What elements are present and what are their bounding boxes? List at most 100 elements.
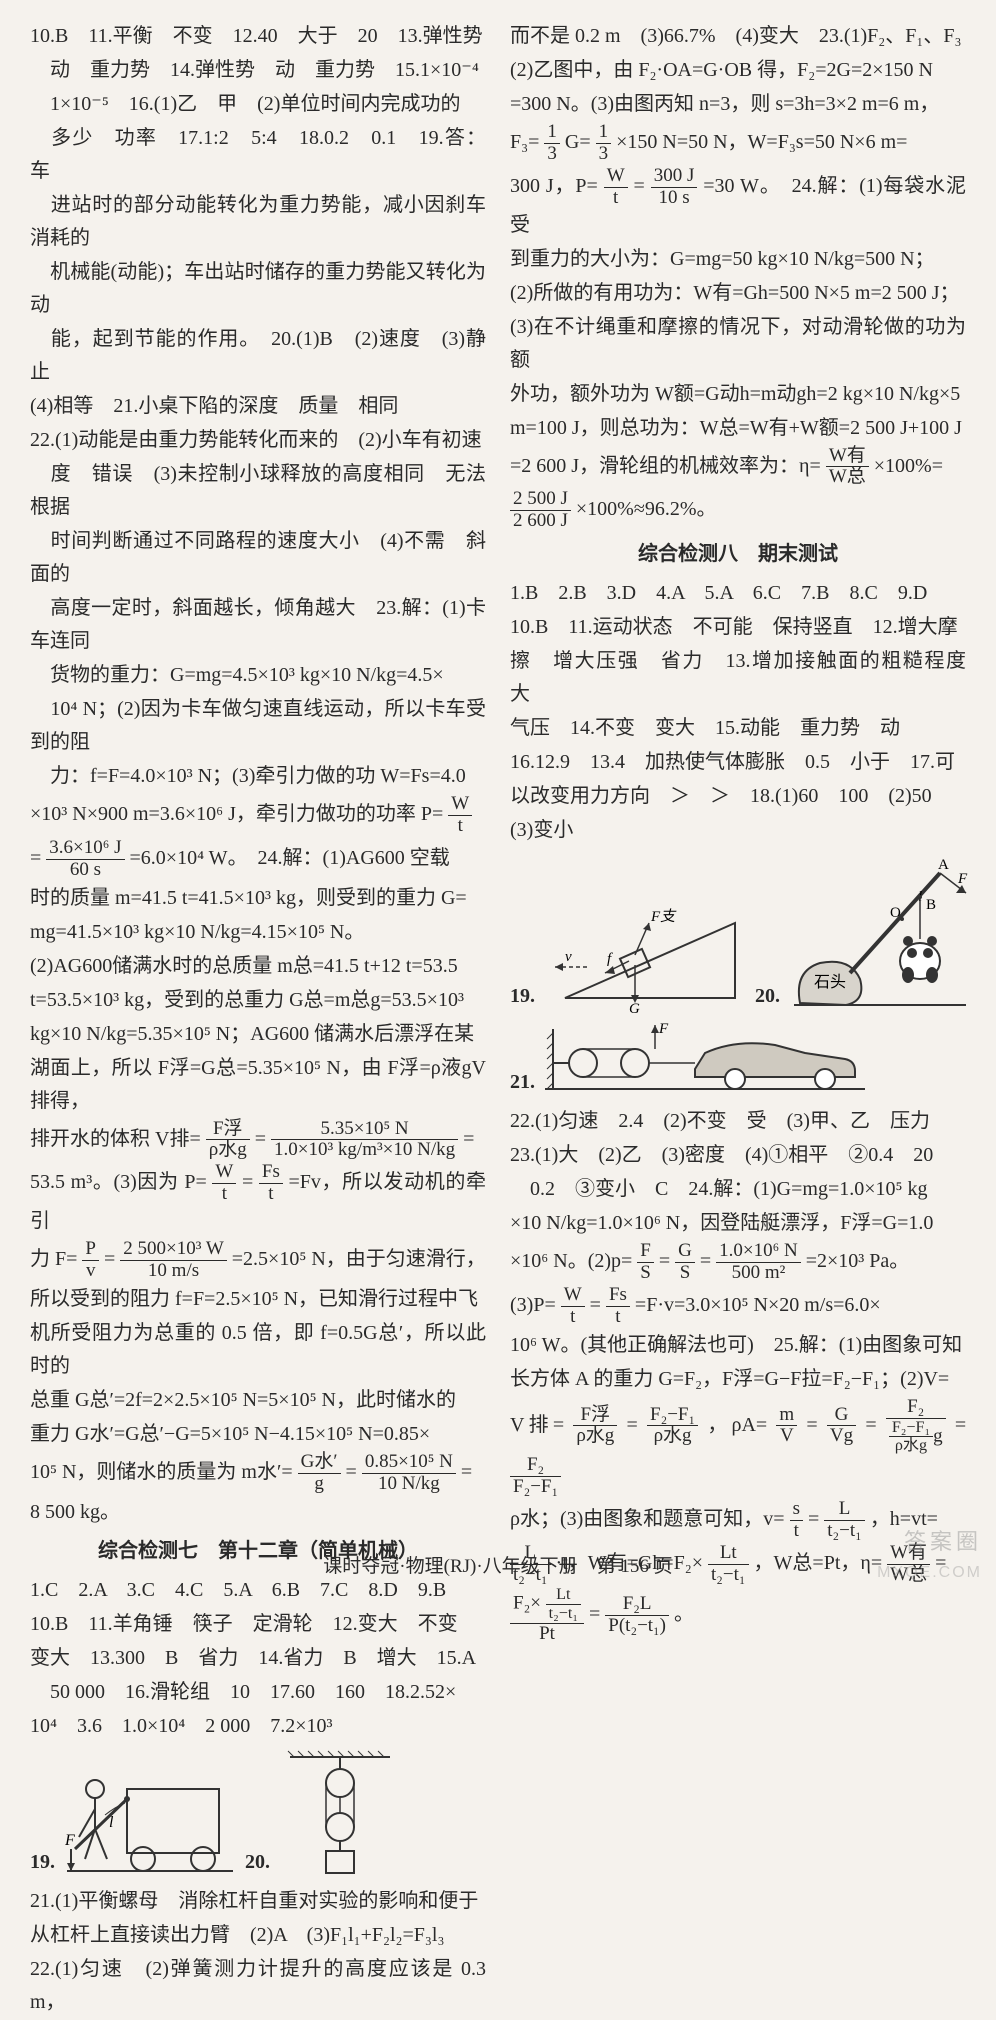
formula-line: ρ水；(3)由图象和题意可知，v= st = Lt₂−t₁ ，h=vt= [510,1499,966,1542]
figure-21r: F [545,1019,865,1099]
text-line: m=100 J，则总功为：W总=W有+W额=2 500 J+100 J [510,412,966,445]
text-line: 22.(1)动能是由重力势能转化而来的 (2)小车有初速 [30,424,486,457]
formula-line: = 3.6×10⁶ J60 s =6.0×10⁴ W。 24.解：(1)AG60… [30,838,486,881]
text-line: 50 000 16.滑轮组 10 17.60 160 18.2.52× [30,1676,486,1709]
text-line: 货物的重力：G=mg=4.5×10³ kg×10 N/kg=4.5× [30,659,486,692]
watermark-url: MXQE.COM [877,1560,982,1586]
page-footer: 课时夺冠·物理(RJ)·八年级下册 第 156 页 [0,1551,996,1582]
svg-text:A: A [938,857,949,873]
fig-label: 21. [510,1066,535,1099]
text-line: ×10 N/kg=1.0×10⁶ N，因登陆艇漂浮，F浮=G=1.0 [510,1207,966,1240]
text-line: 力：f=F=4.0×10³ N；(3)牵引力做的功 W=Fs=4.0 [30,760,486,793]
text-line: 21.(1)平衡螺母 消除杠杆自重对实验的影响和便于 [30,1885,486,1918]
right-column: 而不是 0.2 m (3)66.7% (4)变大 23.(1)F₂、F₁、F₃ … [510,20,966,2020]
text-line: 动 重力势 14.弹性势 动 重力势 15.1×10⁻⁴ [30,54,486,87]
fig-label: 20. [755,980,780,1013]
text-line: 22.(1)匀速 2.4 (2)不变 受 (3)甲、乙 压力 [510,1105,966,1138]
text-line: (2)所做的有用功为：W有=Gh=500 N×5 m=2 500 J； [510,277,966,310]
text-line: 外功，额外功为 W额=G动h=m动gh=2 kg×10 N/kg×5 [510,378,966,411]
text-line: =300 N。(3)由图丙知 n=3，则 s=3h=3×2 m=6 m， [510,88,966,121]
text-line: 进站时的部分动能转化为重力势能，减小因刹车消耗的 [30,189,486,255]
formula-line: 力 F= Pv = 2 500×10³ W10 m/s =2.5×10⁵ N，由… [30,1239,486,1282]
text-line: 高度一定时，斜面越长，倾角越大 23.解：(1)卡车连同 [30,592,486,658]
page-columns: 10.B 11.平衡 不变 12.40 大于 20 13.弹性势 动 重力势 1… [30,20,966,2020]
text-line: 1×10⁻⁵ 16.(1)乙 甲 (2)单位时间内完成功的 [30,88,486,121]
watermark: 答案圈 [904,1524,982,1560]
svg-text:O: O [890,905,901,921]
svg-text:l: l [109,1814,114,1831]
text-line: 长方体 A 的重力 G=F₂，F浮=G−F拉=F₂−F₁；(2)V= [510,1363,966,1396]
figure-19r: F支 f v G [545,903,745,1013]
section-heading: 综合检测八 期末测试 [510,538,966,571]
formula-line: V排= F浮ρ水g = F₂−F₁ρ水g ，ρA= mV = GVg = F₂ … [510,1397,966,1498]
formula-line: F₂× Lt t₂−t₁ Pt = F₂LP(t₂−t₁) 。 [510,1586,966,1644]
text-line: (3)变小 [510,814,966,847]
fig-label: 20. [245,1846,270,1879]
svg-text:f: f [607,951,613,967]
fig-label: 19. [30,1846,55,1879]
svg-text:石头: 石头 [814,973,846,991]
formula-line: (3)P= Wt = Fst =F·v=3.0×10⁵ N×20 m/s=6.0… [510,1285,966,1328]
text-line: 机械能(动能)；车出站时储存的重力势能又转化为动 [30,256,486,322]
text-line: 总重 G总′=2f=2×2.5×10⁵ N=5×10⁵ N，此时储水的 [30,1384,486,1417]
text-line: mg=41.5×10³ kg×10 N/kg=4.15×10⁵ N。 [30,916,486,949]
text-line: t=53.5×10³ kg，受到的总重力 G总=m总g=53.5×10³ [30,984,486,1017]
formula-line: ×10⁶ N。(2)p= FS = GS = 1.0×10⁶ N500 m² =… [510,1241,966,1284]
text-line: 10.B 11.平衡 不变 12.40 大于 20 13.弹性势 [30,20,486,53]
svg-text:v: v [565,949,572,965]
formula-line: 300 J，P= Wt = 300 J10 s =30 W。 24.解：(1)每… [510,166,966,242]
text-line: 机所受阻力为总重的 0.5 倍，即 f=0.5G总′，所以此时的 [30,1317,486,1383]
text-line: (4)相等 21.小桌下陷的深度 质量 相同 [30,390,486,423]
text-line: 多少 功率 17.1:2 5:4 18.0.2 0.1 19.答：车 [30,122,486,188]
text-line: 能，起到节能的作用。 20.(1)B (2)速度 (3)静止 [30,323,486,389]
text-line: 16.12.9 13.4 加热使气体膨胀 0.5 小于 17.可 [510,746,966,779]
formula-line: 2 500 J2 600 J ×100%≈96.2%。 [510,489,966,532]
svg-text:F: F [65,1832,75,1849]
text-line: 23.(1)大 (2)乙 (3)密度 (4)①相平 ②0.4 20 [510,1139,966,1172]
text-line: 擦 增大压强 省力 13.增加接触面的粗糙程度 大 [510,645,966,711]
text-line: 变大 13.300 B 省力 14.省力 B 增大 15.A [30,1642,486,1675]
formula-line: 排开水的体积 V排= F浮ρ水g = 5.35×10⁵ N1.0×10³ kg/… [30,1119,486,1162]
text-line: 22.(1)匀速 (2)弹簧测力计提升的高度应该是 0.3 m， [30,1953,486,2019]
figure-row: 19. F支 f v [510,853,966,1013]
formula-line: ×10³ N×900 m=3.6×10⁶ J，牵引力做功的功率 P= Wt [30,794,486,837]
text-line: 1.B 2.B 3.D 4.A 5.A 6.C 7.B 8.C 9.D [510,577,966,610]
text-line: 而不是 0.2 m (3)66.7% (4)变大 23.(1)F₂、F₁、F₃ [510,20,966,53]
text-line: 10⁴ N；(2)因为卡车做匀速直线运动，所以卡车受到的阻 [30,693,486,759]
svg-text:G: G [629,1001,640,1013]
formula-line: =2 600 J，滑轮组的机械效率为：η= W有W总 ×100%= [510,446,966,489]
text-line: 湖面上，所以 F浮=G总=5.35×10⁵ N，由 F浮=ρ液gV排得， [30,1052,486,1118]
text-line: 0.2 ③变小 C 24.解：(1)G=mg=1.0×10⁵ kg [510,1173,966,1206]
svg-text:F: F [957,871,968,887]
text-line: 8 500 kg。 [30,1496,486,1529]
formula-line: 10⁵ N，则储水的质量为 m水′= G水′g = 0.85×10⁵ N10 N… [30,1452,486,1495]
svg-text:B: B [926,897,936,913]
text-line: 所以受到的阻力 f=F=2.5×10⁵ N，已知滑行过程中飞 [30,1283,486,1316]
text-line: 从杠杆上直接读出力臂 (2)A (3)F₁l₁+F₂l₂=F₃l₃ [30,1919,486,1952]
text-line: 时的质量 m=41.5 t=41.5×10³ kg，则受到的重力 G= [30,882,486,915]
text-line: 时间判断通过不同路程的速度大小 (4)不需 斜面的 [30,525,486,591]
text-line: (2)乙图中，由 F₂·OA=G·OB 得，F₂=2G=2×150 N [510,54,966,87]
text-line: 以改变用力方向 ＞ ＞ 18.(1)60 100 (2)50 [510,780,966,813]
figure-20 [280,1749,400,1879]
text-line: (3)在不计绳重和摩擦的情况下，对动滑轮做的功为额 [510,311,966,377]
text-line: 气压 14.不变 变大 15.动能 重力势 动 [510,712,966,745]
text-line: 重力 G水′=G总′−G=5×10⁵ N−4.15×10⁵ N=0.85× [30,1418,486,1451]
text-line: 10⁴ 3.6 1.0×10⁴ 2 000 7.2×10³ [30,1710,486,1743]
svg-text:F支: F支 [650,908,677,925]
figure-row: 19. [30,1749,486,1879]
figure-20r: 石头 A O l F B [790,853,970,1013]
figure-19: F l [65,1759,235,1879]
formula-line: F₃= 13 G= 13 ×150 N=50 N，W=F₃s=50 N×6 m= [510,122,966,165]
text-line: 10.B 11.羊角锤 筷子 定滑轮 12.变大 不变 [30,1608,486,1641]
text-line: 10⁶ W。(其他正确解法也可) 25.解：(1)由图象可知 [510,1329,966,1362]
text-line: kg×10 N/kg=5.35×10⁵ N；AG600 储满水后漂浮在某 [30,1018,486,1051]
figure-row: 21. [510,1019,966,1099]
svg-text:F: F [658,1021,669,1037]
text-line: 10.B 11.运动状态 不可能 保持竖直 12.增大摩 [510,611,966,644]
left-column: 10.B 11.平衡 不变 12.40 大于 20 13.弹性势 动 重力势 1… [30,20,486,2020]
formula-line: 53.5 m³。(3)因为 P= Wt = Fst =Fv，所以发动机的牵引 [30,1162,486,1238]
text-line: (2)AG600储满水时的总质量 m总=41.5 t+12 t=53.5 [30,950,486,983]
text-line: 度 错误 (3)未控制小球释放的高度相同 无法根据 [30,458,486,524]
fig-label: 19. [510,980,535,1013]
